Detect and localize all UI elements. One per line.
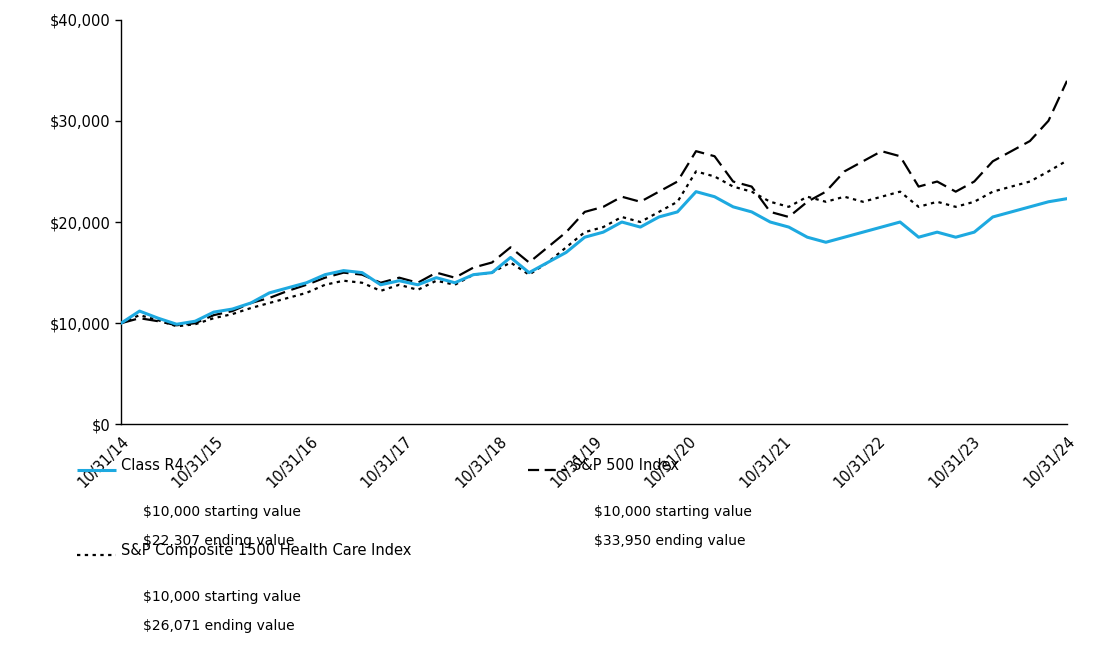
Text: $26,071 ending value: $26,071 ending value bbox=[143, 619, 295, 633]
Text: S&P Composite 1500 Health Care Index: S&P Composite 1500 Health Care Index bbox=[121, 543, 411, 558]
Text: $22,307 ending value: $22,307 ending value bbox=[143, 534, 295, 548]
Text: $10,000 starting value: $10,000 starting value bbox=[594, 505, 752, 518]
Text: Class R4: Class R4 bbox=[121, 458, 184, 473]
Text: $10,000 starting value: $10,000 starting value bbox=[143, 590, 301, 603]
Text: $10,000 starting value: $10,000 starting value bbox=[143, 505, 301, 518]
Text: $33,950 ending value: $33,950 ending value bbox=[594, 534, 746, 548]
Text: S&P 500 Index: S&P 500 Index bbox=[572, 458, 679, 473]
